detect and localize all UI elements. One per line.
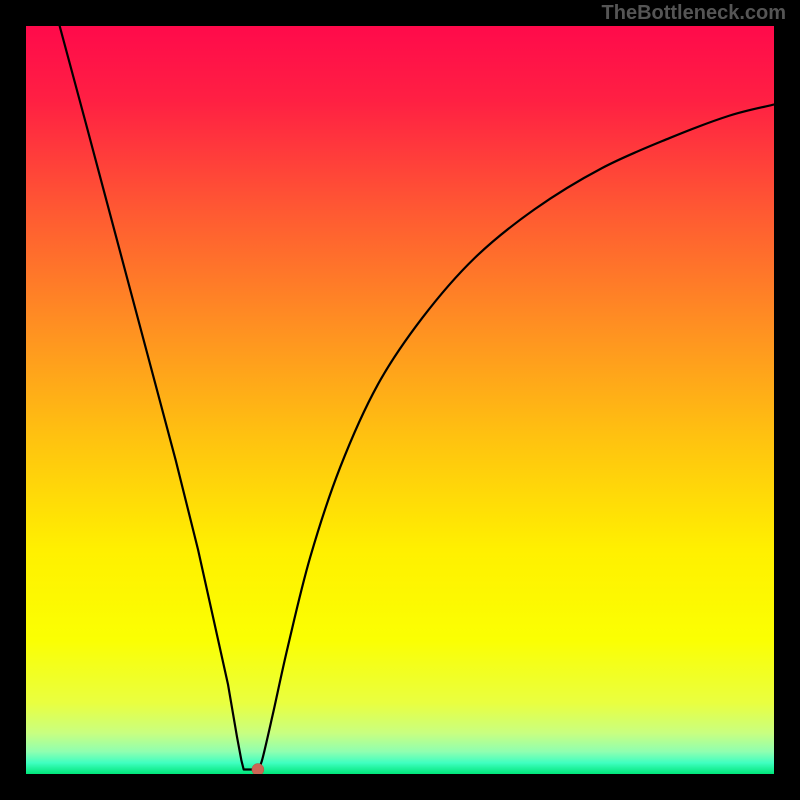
watermark-text: TheBottleneck.com (602, 2, 786, 25)
minimum-marker (252, 764, 264, 774)
plot-area (26, 26, 774, 774)
chart-container: TheBottleneck.com (0, 0, 800, 800)
chart-svg (26, 26, 774, 774)
gradient-background (26, 26, 774, 774)
